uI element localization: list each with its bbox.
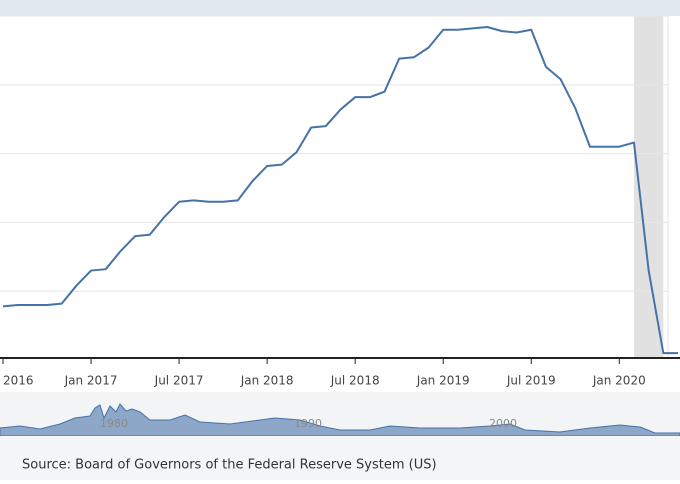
footer-bg (0, 436, 680, 480)
x-tick-label: Jul 2019 (506, 374, 556, 388)
x-tick-label: Jul 2018 (330, 374, 380, 388)
x-tick-label: 2016 (3, 374, 34, 388)
navigator-label: 2000 (489, 417, 517, 430)
x-tick-label: Jul 2017 (154, 374, 204, 388)
top-band (0, 0, 680, 16)
navigator-label: 1990 (294, 417, 322, 430)
plot: 2016 Jan 2017 Jul 2017 Jan 2018 Jul 2018 Jan … (0, 15, 680, 388)
source: Source: Board of Governors of the Federa… (22, 458, 437, 473)
x-tick-label: Jan 2017 (64, 374, 118, 388)
x-tick-label: Jan 2019 (416, 374, 470, 388)
x-tick-label: Jan 2020 (592, 374, 646, 388)
navigator-area (0, 403, 680, 437)
line-series (2, 26, 678, 355)
x-tick-label: Jan 2018 (240, 374, 294, 388)
navigator-label: 1980 (100, 417, 128, 430)
